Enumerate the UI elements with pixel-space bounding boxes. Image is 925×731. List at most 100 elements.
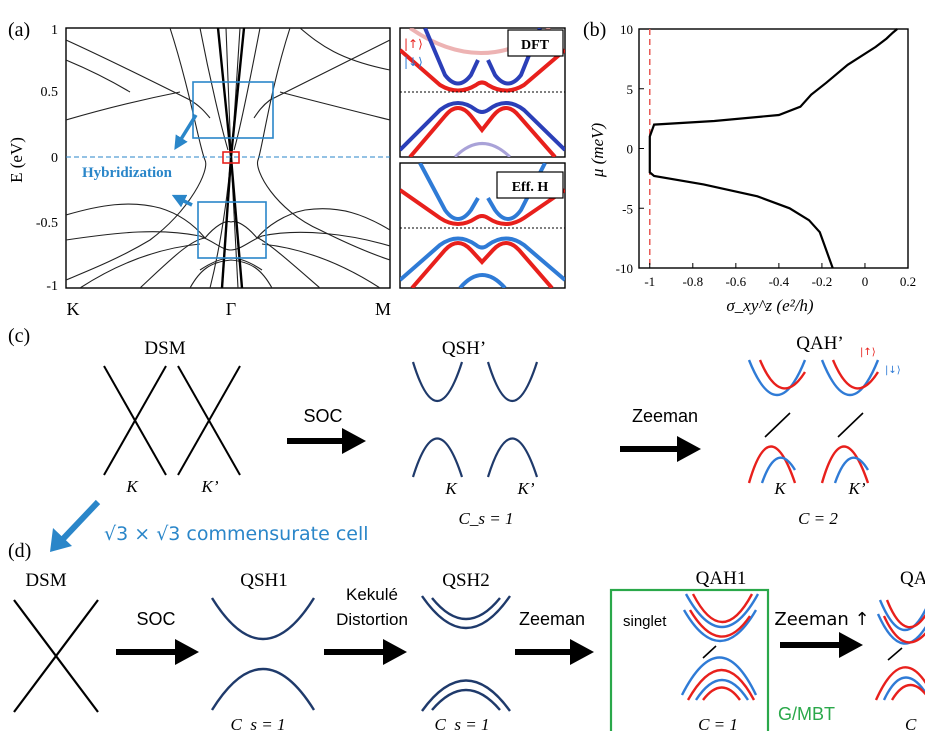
qah2-partial-title: QA — [900, 568, 925, 589]
panel-d-zeeman-up-arrow: Zeeman ↑ — [774, 609, 870, 658]
qsh-k: K — [444, 479, 458, 498]
y-tick-label: -5 — [622, 201, 633, 216]
panel-d-soc-arrow: SOC — [116, 609, 199, 665]
qah-valley-kprime — [820, 359, 880, 484]
ytick: -1 — [46, 279, 58, 294]
band-plot-frame — [65, 27, 391, 289]
qah1-bands — [680, 593, 760, 701]
panel-c-soc-arrow: SOC — [287, 406, 366, 454]
panel-c-qsh: QSH’ K K’ C_s = 1 — [411, 338, 539, 528]
band-line — [257, 237, 321, 288]
hybridization-box-lower — [197, 201, 267, 259]
effh-tag-box — [496, 171, 564, 199]
panel-d-qsh1: QSH1 C_s = 1 — [210, 570, 316, 731]
band-line — [66, 231, 390, 251]
xtick-gamma: Γ — [226, 299, 236, 319]
qah1-title: QAH1 — [696, 568, 747, 589]
dft-tag: DFT — [521, 38, 550, 53]
panel-d-qah1: QAH1 singlet C = 1 G/MBT — [609, 568, 835, 731]
conductivity-plot-frame — [638, 28, 909, 269]
dft-tag-box — [507, 29, 564, 57]
x-tick-label: -0.6 — [726, 274, 747, 289]
qsh-kprime: K’ — [517, 479, 535, 498]
panel-c-label: (c) — [8, 325, 30, 347]
band-line — [199, 28, 229, 151]
panel-c-qah: QAH’ |↑⟩ |↓⟩ K K’ C = 2 — [747, 333, 901, 528]
soc-label: SOC — [303, 406, 342, 426]
ytick: 1 — [51, 23, 58, 38]
dirac-band-line — [220, 156, 233, 288]
qsh1-chern: C_s = 1 — [231, 715, 286, 731]
effh-inset: Eff. H — [399, 162, 566, 289]
panel-d-label: (d) — [8, 540, 31, 562]
ytick: 0 — [51, 151, 58, 166]
conductivity-curve — [648, 28, 898, 269]
x-tick-label: -1 — [644, 274, 655, 289]
qah-chern: C = 2 — [798, 509, 838, 528]
band-line — [299, 28, 390, 71]
hybridization-arrow-upper — [174, 114, 198, 150]
dft-inset: DFT |↑⟩ |↓⟩ — [399, 27, 566, 158]
panel-b-ylabel: μ (meV) — [588, 123, 607, 179]
band-line — [261, 243, 381, 288]
hybridization-arrow-lower — [171, 194, 193, 208]
dft-legend-up: |↑⟩ — [404, 37, 423, 51]
dsm-title: DSM — [144, 338, 185, 359]
xtick-k: K — [67, 299, 80, 319]
panel-a-band-plot: Hybridization — [65, 27, 391, 289]
band-line — [66, 203, 390, 239]
qah-kprime: K’ — [848, 479, 866, 498]
qah-k: K — [773, 479, 787, 498]
panel-a-yaxis: 1 0.5 0 -0.5 -1 E (eV) — [7, 23, 58, 294]
panel-a-label: (a) — [8, 19, 30, 41]
qah1-chern: C = 1 — [698, 715, 738, 731]
hybridization-label: Hybridization — [82, 165, 173, 181]
qah1-singlet-label: singlet — [623, 613, 667, 630]
dsm-k: K — [125, 477, 139, 496]
kekule-label-1: Kekulé — [346, 585, 398, 604]
panel-b-xlabel: σ_xy^z (e²/h) — [726, 296, 814, 315]
d-soc-label: SOC — [136, 609, 175, 629]
kekule-label-2: Distortion — [336, 610, 408, 629]
band-line — [66, 91, 181, 121]
dft-legend-down: |↓⟩ — [404, 55, 423, 69]
band-lines — [66, 28, 390, 288]
zeeman-up-label: Zeeman ↑ — [774, 609, 869, 630]
x-tick-label: 0 — [862, 274, 869, 289]
qah1-highlight-box — [609, 588, 770, 731]
x-tick-label: -0.4 — [769, 274, 790, 289]
panel-a-ylabel: E (eV) — [7, 137, 26, 183]
band-line — [66, 28, 207, 281]
band-line — [66, 39, 211, 119]
band-line — [253, 39, 390, 119]
band-line — [233, 28, 261, 151]
hybridization-box-upper — [192, 81, 274, 139]
dirac-point-box — [222, 151, 240, 164]
y-tick-label: 10 — [620, 22, 633, 37]
effh-bands — [400, 163, 565, 288]
panel-b-label: (b) — [583, 19, 606, 41]
y-tick-label: 5 — [627, 82, 634, 97]
panel-b-ticks: -1 -0.8 -0.6 -0.4 -0.2 0 0.2 10 5 0 -5 -10 — [616, 22, 916, 289]
qah-prime-title: QAH’ — [796, 333, 844, 354]
x-tick-label: -0.8 — [683, 274, 704, 289]
y-tick-label: 0 — [627, 142, 634, 157]
band-line — [279, 91, 390, 121]
qsh-title: QSH’ — [442, 338, 486, 359]
qsh2-title: QSH2 — [442, 570, 490, 591]
qsh1-title: QSH1 — [240, 570, 288, 591]
commensurate-cell-label: √3 × √3 commensurate cell — [104, 523, 369, 545]
panel-d-dsm: DSM — [13, 570, 99, 713]
d-dsm-title: DSM — [25, 570, 66, 591]
panel-d-qah2-partial: QA C — [874, 568, 925, 731]
ytick: -0.5 — [36, 216, 58, 231]
qah2-partial-chern: C — [905, 715, 917, 731]
qah-valley-k — [747, 359, 807, 484]
panel-a-xaxis: K Γ M — [67, 299, 392, 319]
panel-c-zeeman-arrow: Zeeman — [620, 406, 701, 462]
qah-legend-up: |↑⟩ — [860, 347, 876, 358]
qsh-chern: C_s = 1 — [459, 509, 514, 528]
material-label: G/MBT — [778, 704, 835, 724]
